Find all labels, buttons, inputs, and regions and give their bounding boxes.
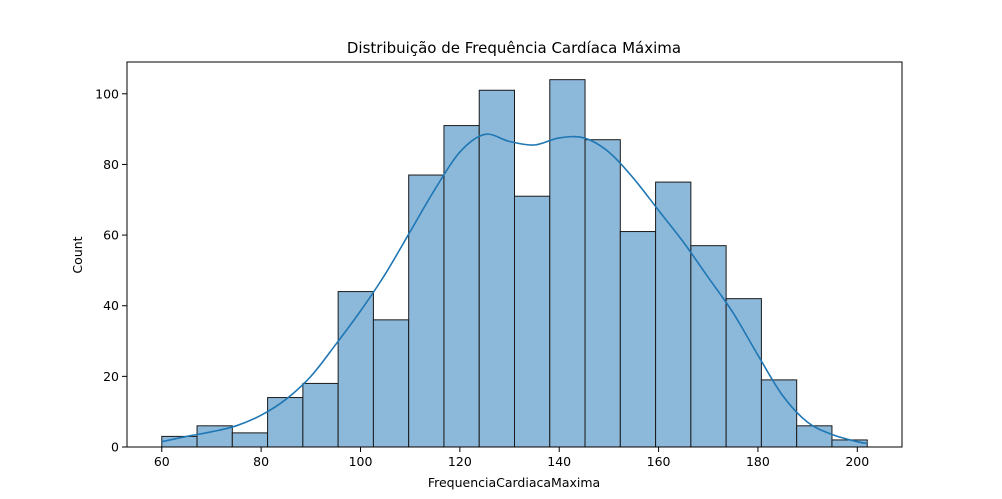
y-tick-label: 60 [103,228,119,243]
histogram-bar [584,139,621,448]
histogram-bar [725,298,762,448]
bars-layer [161,79,868,448]
histogram-bar [796,425,833,448]
histogram-bar [337,291,374,448]
x-tick-label: 200 [845,454,869,469]
histogram-bar [619,231,657,448]
x-tick-label: 60 [154,454,170,469]
y-axis: 0 20 40 60 80 100 [95,86,127,455]
y-tick-label: 40 [103,298,119,313]
histogram-bar [372,319,410,448]
y-tick-label: 0 [111,440,119,455]
kde-line [161,133,868,445]
histogram-bar [690,245,727,448]
histogram-bar [408,174,445,448]
plot-frame [126,61,903,448]
x-axis-label: FrequenciaCardiacaMaxima [428,475,600,490]
histogram-bar [443,125,480,448]
x-axis: 60 80 100 120 140 160 180 200 [154,447,869,469]
y-tick-label: 80 [103,157,119,172]
histogram-bar [478,89,516,448]
y-tick-label: 20 [103,369,119,384]
histogram-bar [267,397,304,448]
x-tick-label: 160 [647,454,671,469]
histogram-bar [514,195,551,448]
x-tick-label: 140 [547,454,571,469]
histogram-bar [655,181,692,448]
histogram-bar [549,79,586,448]
y-tick-label: 100 [95,86,119,101]
x-tick-label: 120 [448,454,472,469]
x-tick-label: 100 [349,454,373,469]
x-tick-label: 180 [746,454,770,469]
histogram-bar [302,382,339,448]
y-axis-label: Count [70,236,85,273]
histogram-bar [231,432,269,448]
chart-title: Distribuição de Frequência Cardíaca Máxi… [347,39,681,57]
x-tick-label: 80 [253,454,269,469]
